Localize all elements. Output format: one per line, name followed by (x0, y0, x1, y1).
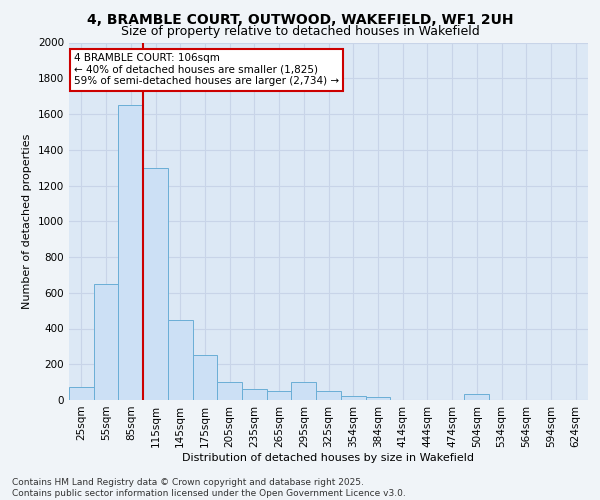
Bar (94, 284, 118, 400)
Bar (242, 390, 267, 400)
Text: Contains HM Land Registry data © Crown copyright and database right 2025.
Contai: Contains HM Land Registry data © Crown c… (12, 478, 406, 498)
Bar (217, 382, 242, 400)
Bar (267, 391, 292, 400)
Text: 4 BRAMBLE COURT: 106sqm
← 40% of detached houses are smaller (1,825)
59% of semi: 4 BRAMBLE COURT: 106sqm ← 40% of detache… (74, 53, 340, 86)
Bar (292, 382, 316, 400)
Bar (168, 320, 193, 400)
Bar (316, 391, 341, 400)
Bar (365, 398, 390, 400)
Text: 4, BRAMBLE COURT, OUTWOOD, WAKEFIELD, WF1 2UH: 4, BRAMBLE COURT, OUTWOOD, WAKEFIELD, WF… (87, 12, 513, 26)
Bar (464, 394, 489, 400)
Bar (69, 388, 94, 400)
Bar (341, 396, 365, 400)
Bar (118, 105, 143, 400)
Bar (143, 168, 168, 400)
X-axis label: Distribution of detached houses by size in Wakefield: Distribution of detached houses by size … (182, 452, 475, 462)
Bar (193, 356, 217, 400)
Y-axis label: Number of detached properties: Number of detached properties (22, 134, 32, 309)
Text: Size of property relative to detached houses in Wakefield: Size of property relative to detached ho… (121, 25, 479, 38)
